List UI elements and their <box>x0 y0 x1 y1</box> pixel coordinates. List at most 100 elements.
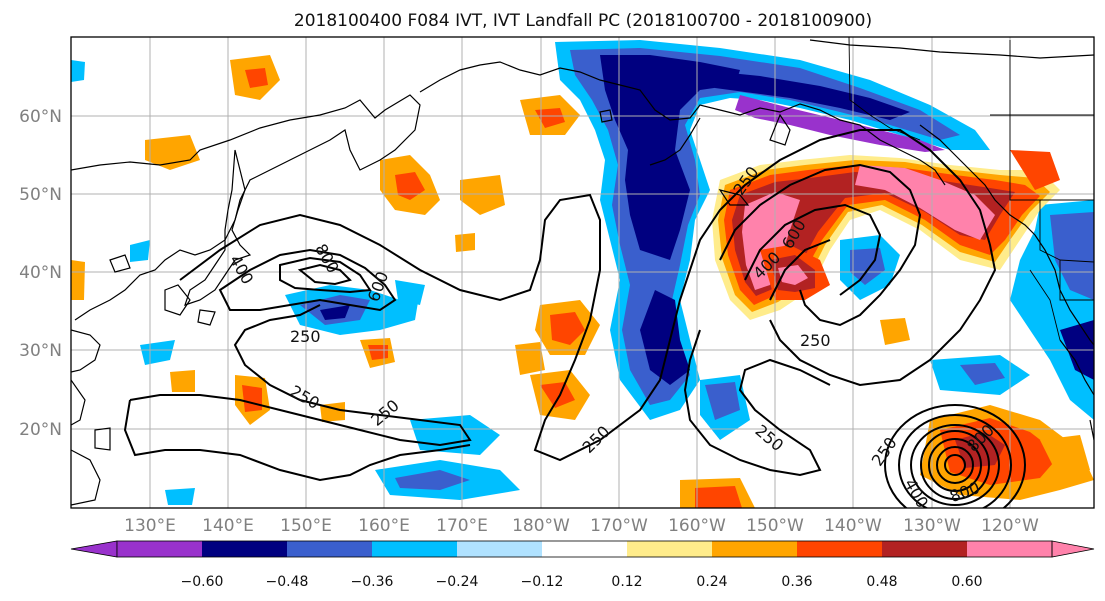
positive-anomaly-region <box>242 385 262 412</box>
contour-line <box>129 304 472 447</box>
lat-label: 30°N <box>19 341 62 361</box>
colorbar-bin <box>797 541 882 557</box>
contour-line <box>683 329 831 477</box>
contour-line <box>898 414 1012 508</box>
colorbar: −0.60 −0.48 −0.36 −0.24 −0.12 0.12 0.24 … <box>70 540 1095 590</box>
positive-anomaly-region <box>71 260 85 300</box>
graticule <box>71 37 1094 508</box>
map-border <box>70 36 1095 509</box>
contour-line <box>769 239 831 301</box>
lon-label: 130°W <box>903 516 961 536</box>
colorbar-tick-label: 0.36 <box>781 574 812 590</box>
colorbar-tick-label: 0.24 <box>696 574 727 590</box>
contour-line <box>744 203 882 296</box>
colorbar-bin <box>287 541 372 557</box>
negative-anomaly-region <box>71 60 85 82</box>
positive-anomaly-region <box>742 192 800 290</box>
lon-label: 140°W <box>824 516 882 536</box>
lon-label: 150°E <box>280 516 332 536</box>
lon-label: 150°W <box>746 516 804 536</box>
negative-anomaly-region <box>130 240 150 262</box>
positive-anomaly-region <box>395 172 425 200</box>
negative-anomaly-region <box>320 305 350 320</box>
lon-label: 160°E <box>358 516 410 536</box>
negative-anomaly-region <box>395 470 470 490</box>
positive-anomaly-region <box>145 135 200 170</box>
latitude-axis: 60°N 50°N 40°N 30°N 20°N <box>19 107 62 440</box>
positive-anomaly-region <box>695 486 742 508</box>
negative-anomaly-region <box>640 290 690 385</box>
colorbar-tick-label: 0.12 <box>611 574 642 590</box>
map-title: 2018100400 F084 IVT, IVT Landfall PC (20… <box>294 11 872 31</box>
positive-anomaly-region <box>1010 150 1060 190</box>
positive-anomaly-region <box>550 312 585 345</box>
contour-line <box>279 256 372 294</box>
colorbar-tick-label: −0.48 <box>266 574 309 590</box>
lon-label: 180°W <box>512 516 570 536</box>
colorbar-bin <box>117 541 202 557</box>
positive-anomaly-region <box>540 382 575 408</box>
lon-label: 130°E <box>124 516 176 536</box>
contour-line <box>928 438 982 492</box>
negative-anomaly-region <box>1050 212 1094 300</box>
contour-line <box>218 248 397 312</box>
colorbar-tick-label: −0.60 <box>181 574 224 590</box>
coastlines <box>71 39 1094 506</box>
positive-anomaly-region <box>535 108 565 128</box>
lat-label: 60°N <box>19 107 62 127</box>
lon-label: 170°E <box>436 516 488 536</box>
lon-label: 170°W <box>590 516 648 536</box>
colorbar-bin <box>202 541 287 557</box>
colorbar-outline <box>116 540 1053 558</box>
shaded-field-layer <box>71 40 1094 508</box>
negative-anomaly-region <box>960 363 1005 385</box>
colorbar-bin <box>457 541 542 557</box>
positive-anomaly-region <box>460 175 505 215</box>
colorbar-tick-label: 0.60 <box>951 574 982 590</box>
positive-anomaly-region <box>170 370 195 392</box>
lon-label: 140°E <box>202 516 254 536</box>
longitude-axis: 130°E 140°E 150°E 160°E 170°E 180°W 170°… <box>124 516 1039 536</box>
lat-label: 40°N <box>19 263 62 283</box>
colorbar-tick-label: −0.36 <box>351 574 394 590</box>
colorbar-extend-low <box>70 540 118 558</box>
positive-anomaly-region <box>855 165 995 240</box>
lat-label: 20°N <box>19 420 62 440</box>
colorbar-bin <box>372 541 457 557</box>
contour-label: 250 <box>290 327 321 346</box>
positive-anomaly-region <box>880 318 910 345</box>
negative-anomaly-region <box>600 55 740 260</box>
lon-label: 160°W <box>668 516 726 536</box>
positive-anomaly-region <box>955 432 1005 468</box>
negative-anomaly-region <box>705 382 740 420</box>
contour-line <box>297 263 352 286</box>
negative-anomaly-region <box>700 70 910 120</box>
contour-line <box>920 430 990 500</box>
positive-anomaly-region <box>1040 435 1090 480</box>
contour-line <box>719 163 922 327</box>
negative-anomaly-region <box>395 280 425 305</box>
lat-label: 50°N <box>19 185 62 205</box>
negative-anomaly-region <box>140 340 175 365</box>
lon-label: 120°W <box>981 516 1039 536</box>
contour-line <box>910 424 1000 506</box>
negative-anomaly-region <box>165 488 195 505</box>
positive-anomaly-region <box>368 345 388 360</box>
ivt-contours <box>123 129 1026 508</box>
contour-label: 250 <box>800 331 831 350</box>
contour-line <box>944 454 966 476</box>
contour-line <box>936 446 974 484</box>
colorbar-bin <box>967 541 1052 557</box>
colorbar-extend-high <box>1051 540 1095 558</box>
contour-line <box>179 129 997 462</box>
contour-line <box>123 399 471 482</box>
political-borders <box>848 37 1094 341</box>
colorbar-bin <box>882 541 967 557</box>
colorbar-tick-label: −0.24 <box>436 574 479 590</box>
positive-anomaly-region <box>245 68 268 88</box>
colorbar-bin <box>542 541 627 557</box>
colorbar-tick-label: −0.12 <box>521 574 564 590</box>
contour-line <box>884 404 1026 508</box>
colorbar-bin <box>627 541 712 557</box>
